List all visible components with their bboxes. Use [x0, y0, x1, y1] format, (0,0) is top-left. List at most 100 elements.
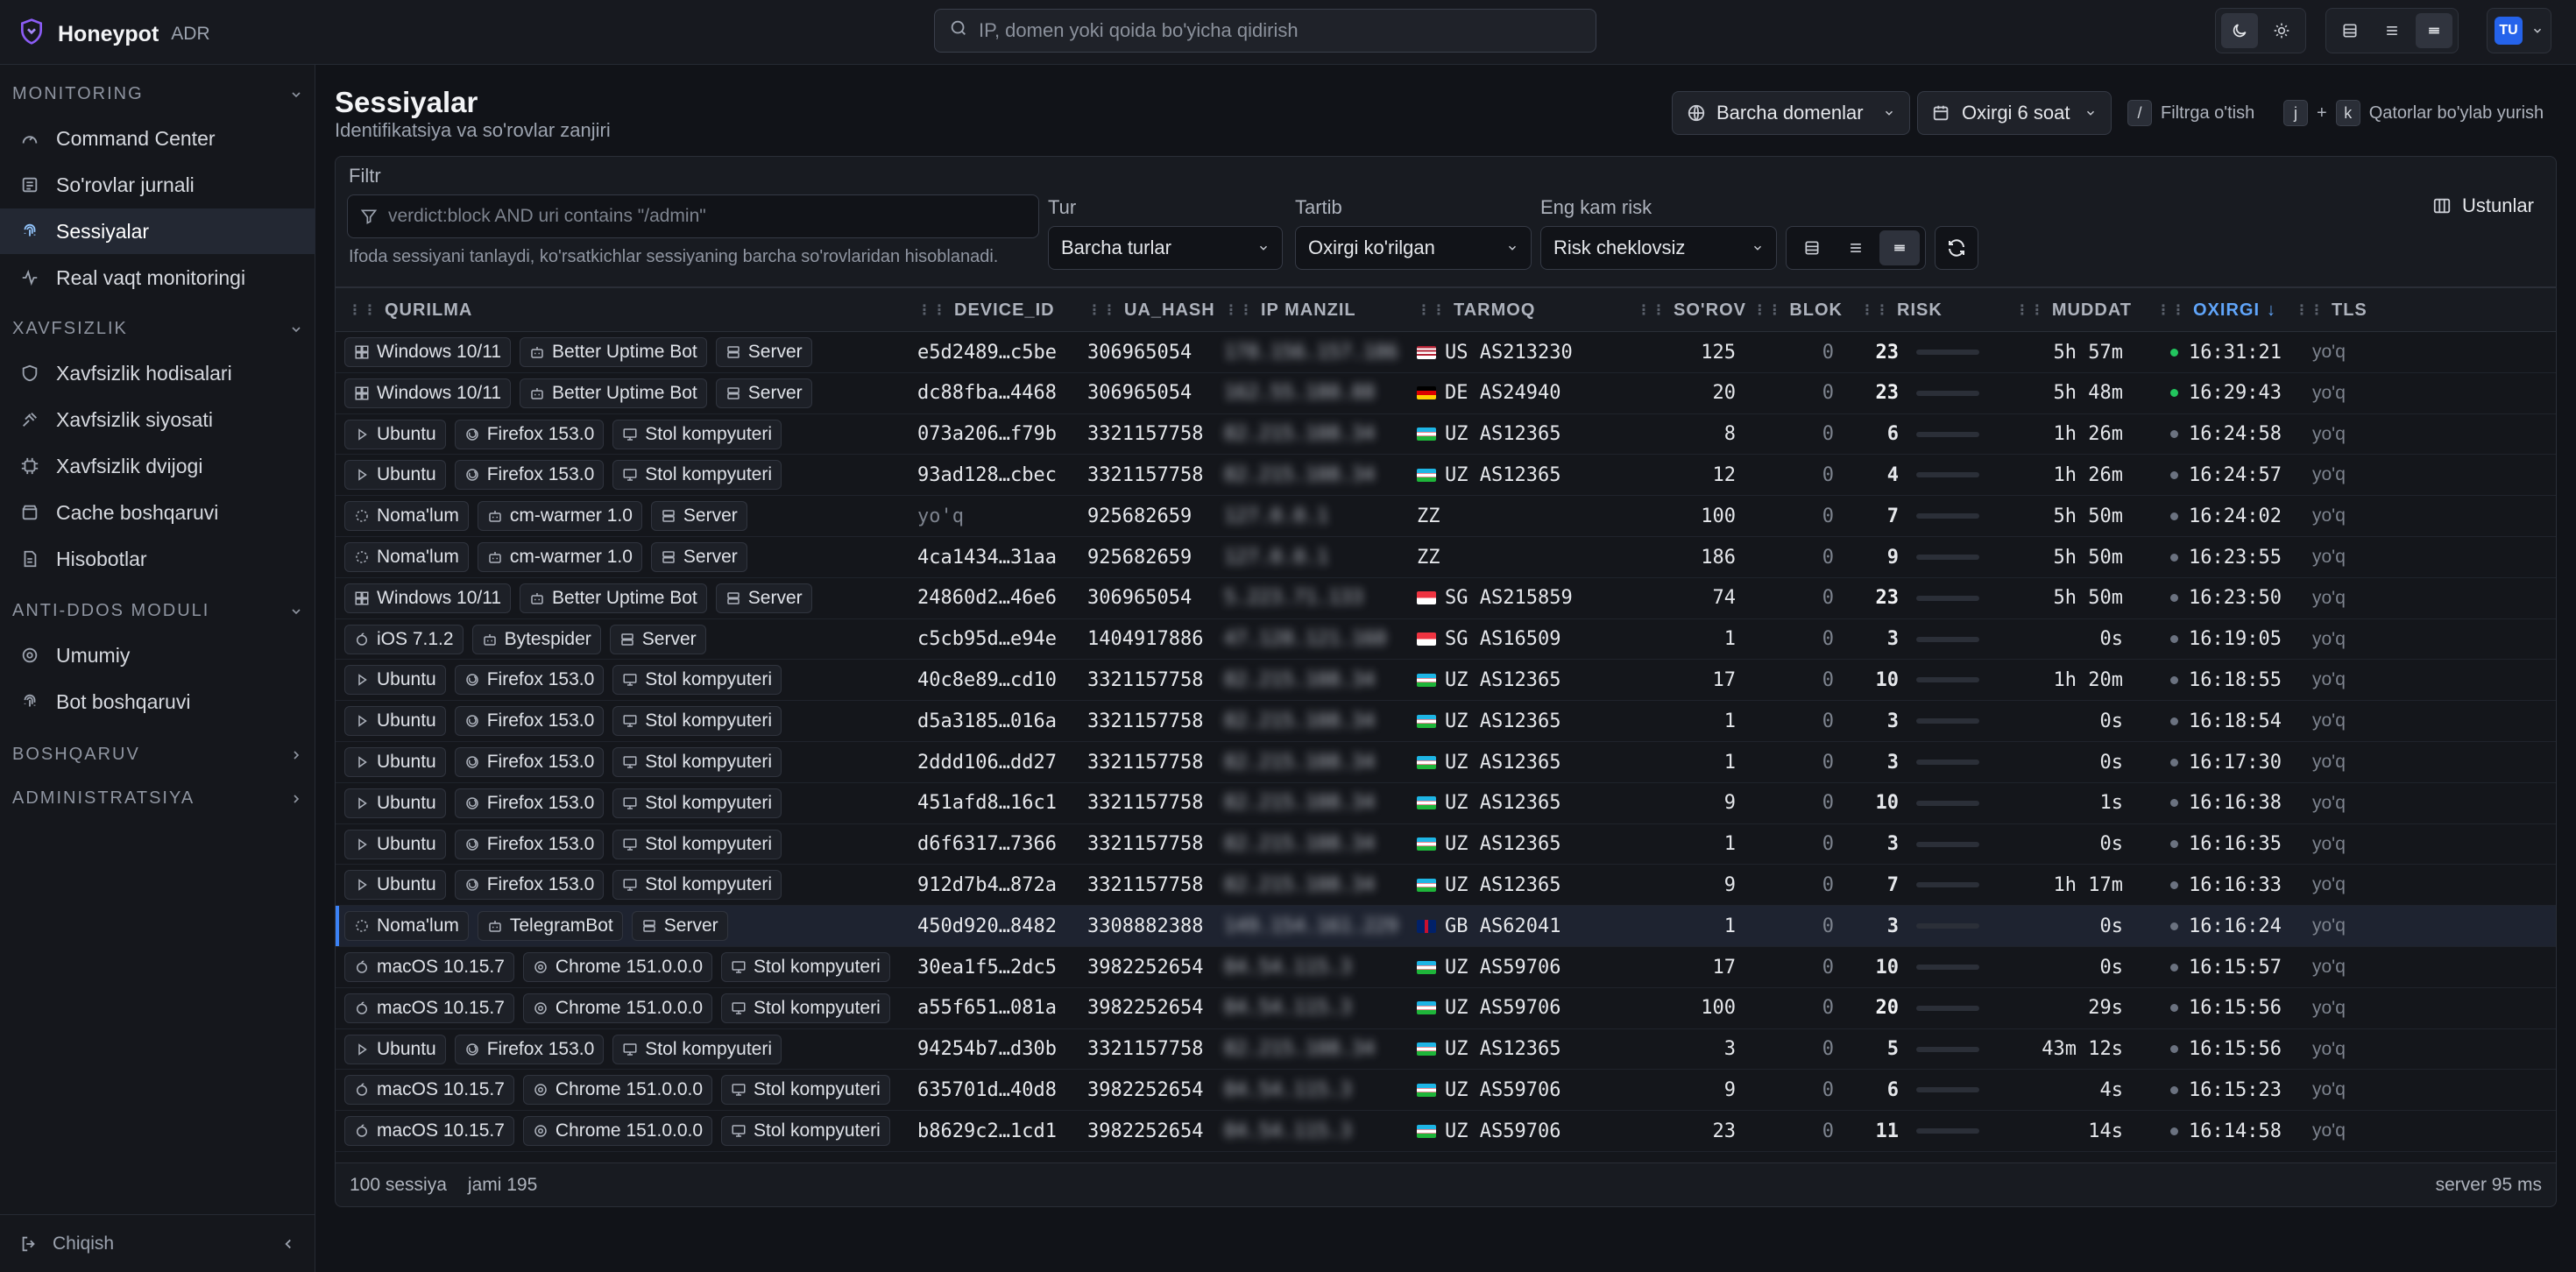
- column-header-requests[interactable]: ⋮⋮ SO'ROV: [1637, 300, 1746, 320]
- device-id-cell[interactable]: yo'q: [917, 505, 964, 527]
- density-normal-button[interactable]: [2374, 13, 2410, 48]
- ip-address-cell[interactable]: 82.215.108.34: [1224, 710, 1376, 732]
- device-id-cell[interactable]: c5cb95d…e94e: [917, 628, 1057, 651]
- device-id-cell[interactable]: d5a3185…016a: [917, 710, 1057, 732]
- device-id-cell[interactable]: 912d7b4…872a: [917, 873, 1057, 896]
- type-select[interactable]: Barcha turlar: [1048, 226, 1283, 270]
- ip-address-cell[interactable]: 84.54.115.3: [1224, 1120, 1352, 1142]
- sidebar-item-overview[interactable]: Umumiy: [0, 632, 315, 678]
- time-range-select[interactable]: Oxirgi 6 soat: [1917, 91, 2112, 135]
- column-header-tls[interactable]: ⋮⋮ TLS: [2295, 300, 2367, 320]
- device-id-cell[interactable]: 4ca1434…31aa: [917, 546, 1057, 569]
- ip-address-cell[interactable]: 84.54.115.3: [1224, 997, 1352, 1020]
- device-id-cell[interactable]: b8629c2…1cd1: [917, 1120, 1057, 1142]
- sidebar-item-security-policy[interactable]: Xavfsizlik siyosati: [0, 397, 315, 442]
- table-row[interactable]: Noma'lum cm-warmer 1.0 Server yo'q 92568…: [336, 496, 2556, 537]
- brand[interactable]: Honeypot ADR: [18, 18, 210, 51]
- device-id-cell[interactable]: 24860d2…46e6: [917, 587, 1057, 610]
- ip-address-cell[interactable]: 82.215.108.34: [1224, 873, 1376, 896]
- ip-address-cell[interactable]: 47.128.121.160: [1224, 628, 1387, 651]
- sidebar-section-security[interactable]: XAVFSIZLIK: [12, 319, 303, 339]
- column-header-network[interactable]: ⋮⋮ TARMOQ: [1417, 300, 1536, 320]
- columns-button[interactable]: Ustunlar: [2418, 186, 2548, 226]
- table-row[interactable]: macOS 10.15.7 Chrome 151.0.0.0 Stol komp…: [336, 1070, 2556, 1112]
- sidebar-item-reports[interactable]: Hisobotlar: [0, 536, 315, 582]
- ip-address-cell[interactable]: 82.215.108.34: [1224, 792, 1376, 815]
- density-large-button[interactable]: [1792, 230, 1832, 265]
- table-row[interactable]: Ubuntu Firefox 153.0 Stol kompyuteri 073…: [336, 414, 2556, 456]
- ip-address-cell[interactable]: 162.55.180.88: [1224, 382, 1376, 405]
- table-row[interactable]: Ubuntu Firefox 153.0 Stol kompyuteri d5a…: [336, 701, 2556, 742]
- device-id-cell[interactable]: 30ea1f5…2dc5: [917, 956, 1057, 979]
- global-search[interactable]: IP, domen yoki qoida bo'yicha qidirish: [934, 9, 1596, 53]
- device-id-cell[interactable]: 451afd8…16c1: [917, 792, 1057, 815]
- dark-mode-button[interactable]: [2221, 13, 2258, 48]
- ip-address-cell[interactable]: 178.156.157.186: [1224, 341, 1398, 364]
- sidebar-item-bot-management[interactable]: Bot boshqaruvi: [0, 679, 315, 724]
- column-header-device[interactable]: ⋮⋮ QURILMA: [348, 300, 473, 320]
- table-row[interactable]: Ubuntu Firefox 153.0 Stol kompyuteri 40c…: [336, 660, 2556, 702]
- domain-filter-select[interactable]: Barcha domenlar: [1672, 91, 1910, 135]
- logout-button[interactable]: Chiqish: [0, 1214, 315, 1272]
- device-id-cell[interactable]: 635701d…40d8: [917, 1078, 1057, 1101]
- ip-address-cell[interactable]: 127.0.0.1: [1224, 505, 1329, 527]
- column-header-risk[interactable]: ⋮⋮ RISK: [1860, 300, 1943, 320]
- table-row[interactable]: macOS 10.15.7 Chrome 151.0.0.0 Stol komp…: [336, 947, 2556, 988]
- device-id-cell[interactable]: 450d920…8482: [917, 915, 1057, 937]
- density-compact-button[interactable]: [1879, 230, 1920, 265]
- device-id-cell[interactable]: d6f6317…7366: [917, 833, 1057, 856]
- table-row[interactable]: Windows 10/11 Better Uptime Bot Server 2…: [336, 578, 2556, 619]
- ip-address-cell[interactable]: 82.215.108.34: [1224, 668, 1376, 691]
- table-row[interactable]: Ubuntu Firefox 153.0 Stol kompyuteri 912…: [336, 865, 2556, 907]
- table-row[interactable]: Ubuntu Firefox 153.0 Stol kompyuteri 2dd…: [336, 742, 2556, 783]
- column-header-ip[interactable]: ⋮⋮ IP MANZIL: [1224, 300, 1356, 320]
- sidebar-item-security-events[interactable]: Xavfsizlik hodisalari: [0, 350, 315, 396]
- table-row[interactable]: Noma'lum TelegramBot Server 450d920…8482…: [336, 906, 2556, 947]
- sidebar-section-anti-ddos[interactable]: ANTI-DDOS MODULI: [12, 601, 303, 621]
- refresh-button[interactable]: [1935, 226, 1978, 270]
- sidebar-section-management[interactable]: BOSHQARUV: [12, 745, 303, 765]
- table-row[interactable]: Windows 10/11 Better Uptime Bot Server d…: [336, 373, 2556, 414]
- ip-address-cell[interactable]: 82.215.108.34: [1224, 1038, 1376, 1061]
- device-id-cell[interactable]: 94254b7…d30b: [917, 1038, 1057, 1061]
- table-row[interactable]: Ubuntu Firefox 153.0 Stol kompyuteri 942…: [336, 1029, 2556, 1071]
- table-row[interactable]: macOS 10.15.7 Chrome 151.0.0.0 Stol komp…: [336, 988, 2556, 1029]
- sidebar-item-realtime[interactable]: Real vaqt monitoringi: [0, 255, 315, 300]
- ip-address-cell[interactable]: 82.215.108.34: [1224, 833, 1376, 856]
- ip-address-cell[interactable]: 82.215.108.34: [1224, 751, 1376, 774]
- column-header-device-id[interactable]: ⋮⋮ DEVICE_ID: [917, 300, 1055, 320]
- device-id-cell[interactable]: 40c8e89…cd10: [917, 668, 1057, 691]
- sidebar-section-monitoring[interactable]: MONITORING: [12, 84, 303, 104]
- density-compact-button[interactable]: [2416, 13, 2452, 48]
- sidebar-item-security-engine[interactable]: Xavfsizlik dvijogi: [0, 443, 315, 489]
- sidebar-item-command-center[interactable]: Command Center: [0, 116, 315, 161]
- user-menu[interactable]: TU: [2487, 8, 2551, 53]
- table-row[interactable]: Ubuntu Firefox 153.0 Stol kompyuteri d6f…: [336, 824, 2556, 866]
- order-select[interactable]: Oxirgi ko'rilgan: [1295, 226, 1532, 270]
- table-row[interactable]: Ubuntu Firefox 153.0 Stol kompyuteri 93a…: [336, 455, 2556, 497]
- density-comfortable-button[interactable]: [2332, 13, 2368, 48]
- table-row[interactable]: Windows 10/11 Better Uptime Bot Server e…: [336, 332, 2556, 373]
- filter-expression-input[interactable]: verdict:block AND uri contains "/admin": [347, 194, 1039, 238]
- ip-address-cell[interactable]: 5.223.71.133: [1224, 587, 1363, 610]
- ip-address-cell[interactable]: 84.54.115.3: [1224, 956, 1352, 979]
- sidebar-item-sessions[interactable]: Sessiyalar: [0, 208, 315, 254]
- table-row[interactable]: macOS 10.15.7 Chrome 151.0.0.0 Stol komp…: [336, 1111, 2556, 1152]
- device-id-cell[interactable]: 2ddd106…dd27: [917, 751, 1057, 774]
- device-id-cell[interactable]: a55f651…081a: [917, 997, 1057, 1020]
- min-risk-select[interactable]: Risk cheklovsiz: [1540, 226, 1777, 270]
- sidebar-item-request-log[interactable]: So'rovlar jurnali: [0, 162, 315, 208]
- table-row[interactable]: Noma'lum cm-warmer 1.0 Server 4ca1434…31…: [336, 537, 2556, 578]
- sidebar-item-cache[interactable]: Cache boshqaruvi: [0, 490, 315, 535]
- column-header-block[interactable]: ⋮⋮ BLOK: [1752, 300, 1843, 320]
- ip-address-cell[interactable]: 127.0.0.1: [1224, 546, 1329, 569]
- ip-address-cell[interactable]: 82.215.108.34: [1224, 423, 1376, 446]
- device-id-cell[interactable]: e5d2489…c5be: [917, 341, 1057, 364]
- column-header-duration[interactable]: ⋮⋮ MUDDAT: [2014, 300, 2132, 320]
- light-mode-button[interactable]: [2263, 13, 2300, 48]
- column-header-last-seen[interactable]: ⋮⋮ OXIRGI ↓: [2156, 300, 2277, 320]
- device-id-cell[interactable]: dc88fba…4468: [917, 382, 1057, 405]
- column-header-ua-hash[interactable]: ⋮⋮ UA_HASH: [1087, 300, 1215, 320]
- density-medium-button[interactable]: [1836, 230, 1876, 265]
- table-row[interactable]: iOS 7.1.2 Bytespider Server c5cb95d…e94e…: [336, 619, 2556, 661]
